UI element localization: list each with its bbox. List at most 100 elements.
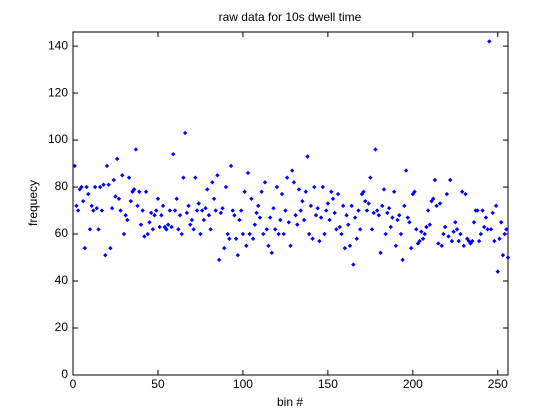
data-point: [403, 168, 409, 173]
data-point: [400, 257, 405, 263]
data-point: [101, 182, 106, 187]
data-point: [312, 184, 317, 190]
data-point: [225, 231, 230, 237]
data-point: [351, 262, 356, 267]
data-point: [427, 222, 433, 227]
data-point: [278, 217, 283, 223]
data-point: [125, 217, 130, 223]
data-point: [346, 222, 351, 227]
data-point: [164, 227, 169, 232]
data-point: [431, 196, 436, 202]
data-point: [330, 196, 336, 202]
data-point: [334, 227, 339, 232]
data-point: [329, 189, 334, 194]
data-point: [82, 245, 88, 251]
data-point: [198, 231, 203, 237]
data-point: [378, 250, 383, 256]
data-point: [194, 208, 200, 213]
data-point: [322, 231, 327, 237]
data-point: [344, 213, 349, 218]
plot-area: [72, 31, 509, 376]
data-point: [395, 217, 400, 223]
data-point: [99, 208, 105, 213]
data-point: [385, 210, 390, 216]
data-point: [402, 203, 407, 209]
data-point: [235, 252, 241, 258]
data-point: [414, 227, 419, 232]
data-point: [505, 255, 511, 260]
data-point: [84, 184, 89, 190]
data-point: [267, 215, 273, 220]
data-point: [448, 177, 453, 183]
data-point: [478, 231, 484, 237]
data-point: [196, 201, 201, 206]
data-point: [470, 238, 475, 244]
data-point: [483, 215, 489, 220]
data-point: [493, 203, 499, 209]
data-point: [189, 217, 195, 223]
data-point: [301, 217, 307, 223]
x-tick-label: 0: [70, 377, 77, 391]
data-point: [181, 175, 186, 180]
data-point: [492, 238, 497, 244]
data-point: [420, 236, 426, 241]
data-point: [210, 180, 215, 185]
data-point: [203, 205, 208, 211]
data-point: [150, 227, 156, 232]
data-point: [417, 238, 422, 244]
data-point: [305, 154, 310, 159]
data-point: [475, 208, 480, 213]
data-point: [342, 245, 348, 251]
data-point: [317, 238, 322, 244]
data-point: [252, 222, 258, 227]
data-point: [116, 196, 122, 202]
data-point: [442, 224, 448, 230]
data-point: [79, 184, 84, 190]
data-point: [72, 163, 77, 169]
data-point: [188, 222, 193, 227]
data-point: [87, 227, 93, 232]
chart-title: raw data for 10s dwell time: [219, 10, 362, 24]
data-point: [157, 224, 162, 230]
data-point: [257, 215, 263, 220]
data-point: [354, 236, 359, 241]
x-tick-label: 50: [151, 377, 165, 391]
data-point: [504, 227, 509, 232]
data-point: [94, 205, 99, 211]
data-point: [461, 243, 467, 248]
data-point: [407, 220, 412, 225]
data-point: [239, 208, 244, 213]
data-point: [449, 238, 455, 244]
data-point: [135, 203, 140, 209]
data-point: [232, 213, 237, 218]
data-point: [308, 203, 314, 209]
data-point: [356, 208, 361, 213]
data-point: [376, 213, 382, 218]
data-point: [451, 229, 456, 234]
data-point: [446, 234, 451, 239]
data-point: [381, 187, 387, 192]
data-point: [497, 236, 502, 241]
data-point: [371, 210, 376, 216]
data-point: [480, 208, 485, 213]
data-point: [340, 203, 346, 209]
data-point: [366, 201, 371, 206]
data-point: [182, 130, 188, 136]
data-point: [215, 173, 220, 178]
data-point: [228, 163, 234, 169]
data-point: [269, 250, 275, 256]
data-point: [500, 252, 506, 258]
data-point: [123, 213, 128, 218]
data-point: [106, 182, 111, 187]
data-point: [216, 257, 222, 263]
data-point: [155, 196, 161, 202]
data-point: [179, 231, 184, 237]
data-point: [415, 241, 421, 246]
data-point: [453, 220, 458, 225]
data-point: [289, 168, 295, 173]
data-point: [368, 175, 373, 180]
data-point: [482, 224, 487, 230]
data-point: [390, 215, 395, 220]
data-point: [335, 191, 341, 197]
data-point: [315, 205, 320, 211]
